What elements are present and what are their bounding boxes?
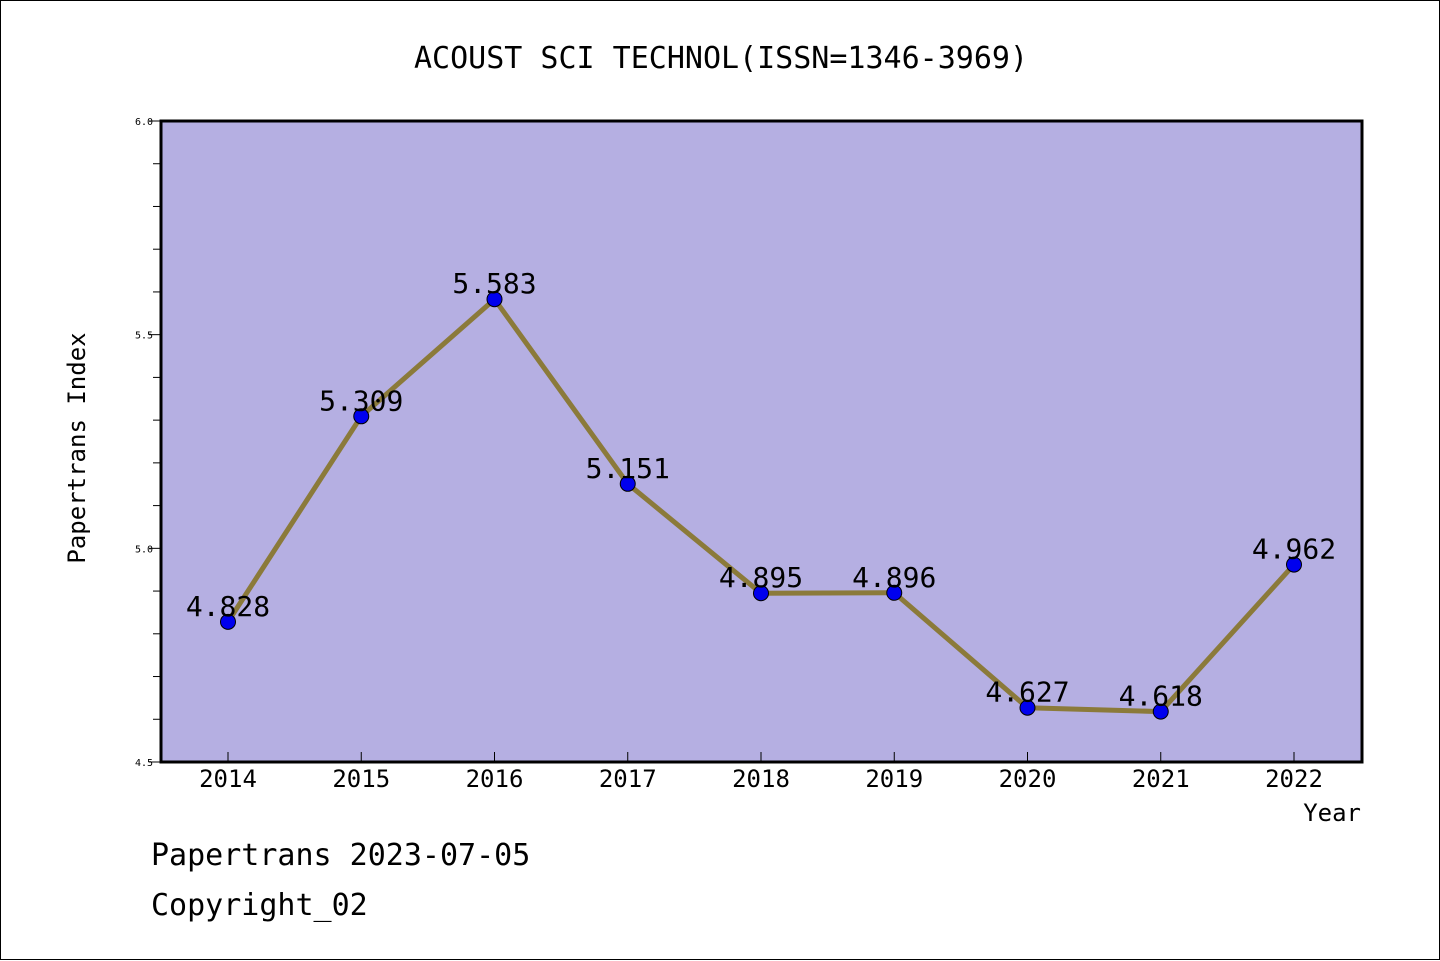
data-label-layer: 4.828 5.309 5.583 5.151 4.895 4.896 4.627 4.618… xyxy=(186,267,1336,712)
data-point xyxy=(1152,703,1169,720)
data-label: 4.962 xyxy=(1252,533,1336,566)
chart-title: ACOUST SCI TECHNOL(ISSN=1346-3969) xyxy=(414,41,1028,76)
data-point xyxy=(753,585,769,602)
y-tick-label: 5.0 xyxy=(135,544,153,555)
x-tick-label: 2018 xyxy=(732,765,790,793)
y-tick-label: 4.5 xyxy=(135,758,153,769)
x-tick-label: 2019 xyxy=(865,765,923,793)
y-axis: 4.5 5.0 5.5 6.0 xyxy=(135,117,161,769)
plot-area xyxy=(159,119,1364,764)
data-point xyxy=(220,613,236,630)
x-tick-label: 2020 xyxy=(999,765,1057,793)
data-point xyxy=(353,408,370,425)
series-layer xyxy=(220,291,1302,720)
x-tick-label: 2015 xyxy=(332,765,390,793)
data-point xyxy=(486,291,503,308)
data-label: 5.151 xyxy=(586,452,670,485)
y-tick-label: 5.5 xyxy=(135,331,153,342)
footer-date: Papertrans 2023-07-05 xyxy=(151,838,530,873)
data-label: 4.627 xyxy=(985,676,1069,709)
x-tick-label: 2021 xyxy=(1132,765,1190,793)
y-axis-label: Papertrans Index xyxy=(63,332,91,563)
data-point xyxy=(1286,556,1302,573)
y-tick-label: 6.0 xyxy=(135,117,153,128)
data-point xyxy=(619,475,636,492)
data-label: 4.896 xyxy=(852,561,936,594)
data-label: 5.309 xyxy=(319,384,403,417)
data-label: 4.618 xyxy=(1119,680,1203,713)
x-axis: 2014 2015 2016 2017 2018 2019 2020 2021 2022 xyxy=(199,752,1323,793)
data-label: 4.828 xyxy=(186,590,270,623)
data-label: 4.895 xyxy=(719,561,803,594)
x-tick-label: 2017 xyxy=(599,765,657,793)
footer-copyright: Copyright_02 xyxy=(151,888,368,923)
x-tick-label: 2022 xyxy=(1265,765,1323,793)
data-point xyxy=(886,584,903,601)
x-tick-label: 2016 xyxy=(466,765,524,793)
data-label: 5.583 xyxy=(452,267,536,300)
x-tick-label: 2014 xyxy=(199,765,257,793)
x-axis-label: Year xyxy=(1303,799,1361,827)
data-point xyxy=(1019,699,1036,716)
